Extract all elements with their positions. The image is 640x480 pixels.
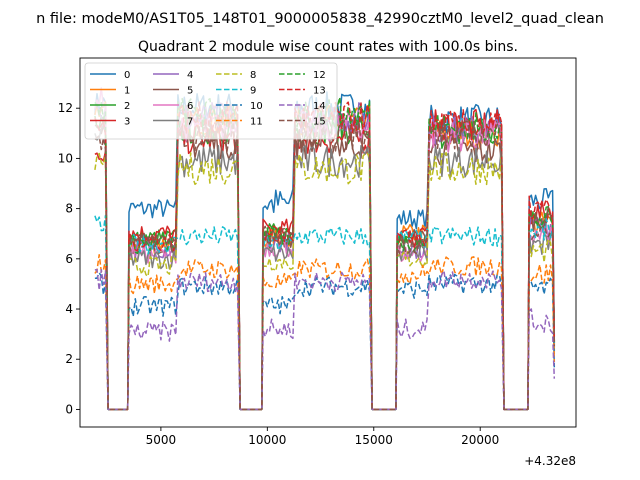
- legend-label-13: 13: [313, 86, 326, 97]
- legend-box: [84, 62, 338, 140]
- legend-label-11: 11: [250, 117, 263, 128]
- y-tick-label: 0: [65, 402, 73, 416]
- x-tick-label: 20000: [461, 433, 499, 447]
- legend-label-8: 8: [250, 70, 256, 81]
- y-tick-label: 10: [58, 151, 73, 165]
- y-axis: 0 2 4 6 8 10 12: [58, 101, 80, 416]
- legend-label-12: 12: [313, 70, 326, 81]
- series-line-14: [94, 268, 556, 411]
- x-offset-label: +4.32e8: [524, 454, 576, 468]
- legend-label-5: 5: [187, 86, 193, 97]
- legend-label-0: 0: [124, 70, 130, 81]
- x-tick-label: 15000: [355, 433, 393, 447]
- y-tick-label: 12: [58, 101, 73, 115]
- y-tick-label: 6: [65, 252, 73, 266]
- series-line-8: [94, 151, 556, 411]
- legend-label-15: 15: [313, 117, 326, 128]
- legend-label-6: 6: [187, 101, 193, 112]
- legend-label-3: 3: [124, 117, 130, 128]
- series-line-11: [94, 253, 556, 411]
- y-tick-label: 2: [65, 352, 73, 366]
- plot-frame: [79, 57, 577, 428]
- x-tick-label: 10000: [248, 433, 286, 447]
- chart-suptitle: n file: modeM0/AS1T05_148T01_9000005838_…: [36, 11, 604, 27]
- chart-title: Quadrant 2 module wise count rates with …: [138, 39, 518, 55]
- legend-label-9: 9: [250, 86, 256, 97]
- legend-label-2: 2: [124, 101, 130, 112]
- legend-label-4: 4: [187, 70, 193, 81]
- legend-label-7: 7: [187, 117, 193, 128]
- legend-label-10: 10: [250, 101, 263, 112]
- y-tick-label: 8: [65, 202, 73, 216]
- y-tick-label: 4: [65, 302, 73, 316]
- x-tick-label: 5000: [146, 433, 177, 447]
- legend-label-14: 14: [313, 101, 326, 112]
- x-axis: 5000 10000 15000 20000: [146, 427, 499, 447]
- legend-label-1: 1: [124, 86, 130, 97]
